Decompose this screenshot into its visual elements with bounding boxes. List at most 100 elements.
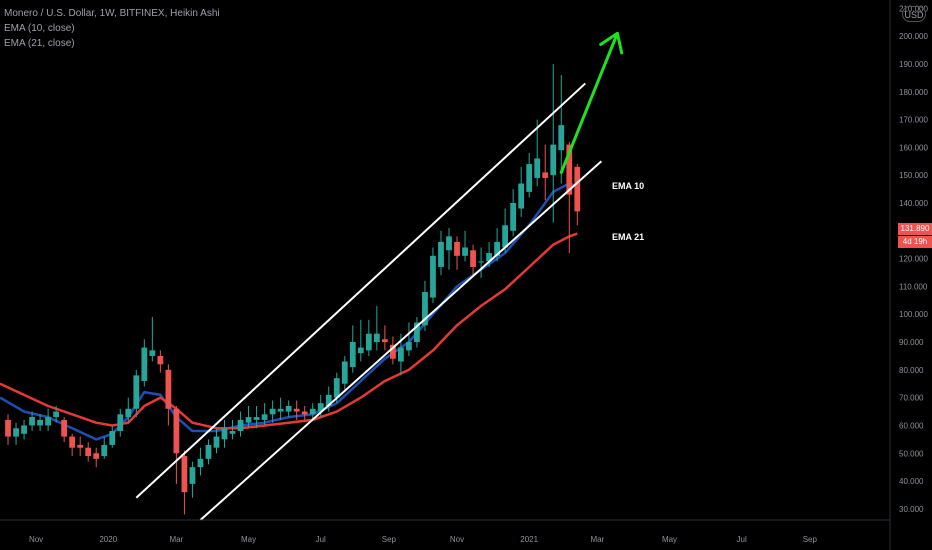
currency-button[interactable]: USD <box>902 6 926 22</box>
y-tick-label: 170.000 <box>899 116 928 125</box>
x-tick-label: Jul <box>737 535 747 544</box>
y-tick-label: 140.000 <box>899 199 928 208</box>
candle-body <box>285 405 292 412</box>
candle <box>414 317 420 348</box>
candle <box>69 433 76 457</box>
candle-body <box>478 261 484 263</box>
candle-body <box>133 375 140 409</box>
candle-body <box>157 355 164 365</box>
candle <box>253 405 260 429</box>
candle <box>365 319 372 356</box>
candle <box>261 403 268 426</box>
candle-body <box>486 253 492 262</box>
y-tick-label: 120.000 <box>899 255 928 264</box>
candle <box>550 63 557 223</box>
candle-body <box>69 436 76 448</box>
candle-body <box>141 347 148 381</box>
candle-body <box>29 417 35 426</box>
candle <box>117 408 124 437</box>
candle <box>526 152 533 198</box>
candle-body <box>261 414 268 420</box>
ema21-line <box>0 232 578 430</box>
candle <box>534 119 541 187</box>
candle-body <box>101 444 108 457</box>
candle <box>277 397 284 420</box>
ema10-legend[interactable]: EMA (10, close) <box>4 23 75 34</box>
candle-body <box>550 144 557 176</box>
candle <box>462 230 468 262</box>
x-tick-label: Mar <box>590 535 604 544</box>
candle-body <box>197 458 204 468</box>
chart-legend: Monero / U.S. Dollar, 1W, BITFINEX, Heik… <box>4 6 220 51</box>
price-axis: 30.000 40.000 50.000 60.000 70.000 80.000 90.0… <box>889 0 928 550</box>
x-tick-label: 2021 <box>520 535 538 544</box>
candle <box>101 436 108 459</box>
candle <box>406 322 412 356</box>
candle <box>181 450 188 515</box>
candle-body <box>229 431 236 434</box>
candle-body <box>269 408 276 415</box>
channel-upper-line <box>135 82 586 499</box>
y-tick-label: 50.000 <box>899 449 924 458</box>
candle-body <box>357 347 364 354</box>
candle <box>510 189 517 237</box>
candle-body <box>125 408 132 418</box>
y-tick-label: 30.000 <box>899 505 924 514</box>
candle-body <box>245 417 252 423</box>
symbol-title[interactable]: Monero / U.S. Dollar, 1W, BITFINEX, Heik… <box>4 8 220 19</box>
ema21-legend[interactable]: EMA (21, close) <box>4 38 75 49</box>
candle <box>430 247 436 304</box>
x-tick-label: Nov <box>29 535 43 544</box>
candle-body <box>253 417 260 420</box>
candle-body <box>558 125 565 151</box>
time-axis: Nov 2020 Mar May Jul Sep Nov 2021 Mar May Jul Sep <box>0 519 890 544</box>
y-tick-label: 60.000 <box>899 421 924 430</box>
candle-body <box>37 419 43 426</box>
candle <box>373 305 380 351</box>
candle-body <box>406 342 412 351</box>
candle-body <box>526 164 533 192</box>
candle <box>285 400 292 418</box>
green-arrow-shaft <box>559 31 619 174</box>
ema10-label: EMA 10 <box>612 181 644 191</box>
candle <box>205 439 212 465</box>
x-tick-label: Jul <box>316 535 326 544</box>
candle-body <box>173 408 180 454</box>
y-tick-label: 160.000 <box>899 143 928 152</box>
candle-body <box>61 419 68 437</box>
candle <box>5 414 11 445</box>
candle-body <box>381 339 388 343</box>
candle <box>37 414 43 432</box>
candle-body <box>349 342 356 368</box>
candle-body <box>205 444 212 459</box>
candle-body <box>13 428 19 437</box>
candle-body <box>494 241 501 256</box>
candle-body <box>5 419 11 437</box>
candle <box>21 419 27 440</box>
y-tick-label: 40.000 <box>899 477 924 486</box>
candle-body <box>293 408 300 412</box>
channel-lower-line <box>199 160 603 521</box>
x-tick-label: Sep <box>382 535 397 544</box>
candle-body <box>446 236 452 251</box>
candle-body <box>574 166 581 212</box>
candle <box>109 425 116 448</box>
candle <box>141 339 148 387</box>
candle <box>149 317 156 362</box>
candle <box>29 411 35 432</box>
candle-body <box>518 183 525 209</box>
candle-body <box>341 361 348 384</box>
x-tick-label: 2020 <box>99 535 117 544</box>
candle <box>13 422 19 445</box>
candle-body <box>398 347 404 362</box>
candle <box>85 442 92 462</box>
candlesticks <box>5 63 581 515</box>
candle-body <box>165 369 172 409</box>
candle <box>301 405 308 420</box>
y-tick-label: 190.000 <box>899 60 928 69</box>
bar-countdown-tag: 4d 19h <box>898 236 932 248</box>
candle-body <box>438 241 444 267</box>
candle-body <box>365 333 372 351</box>
candle-body <box>85 447 92 457</box>
